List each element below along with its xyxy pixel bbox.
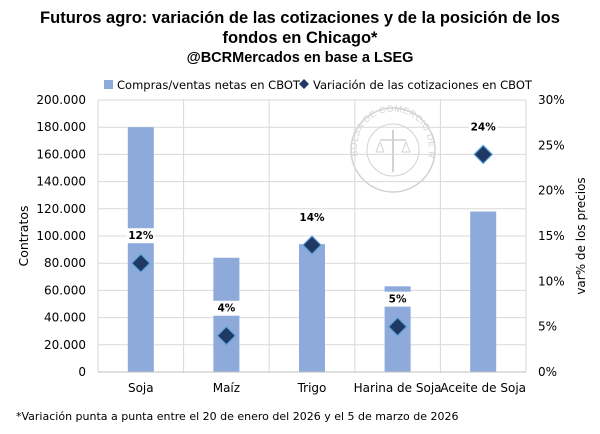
- y-tick-label: 200.000: [36, 93, 86, 107]
- data-label-bg: [212, 300, 241, 316]
- footnote: *Variación punta a punta entre el 20 de …: [16, 410, 459, 423]
- chart-title: Futuros agro: variación de las cotizacio…: [0, 8, 600, 68]
- y2-tick-label: 5%: [538, 320, 557, 334]
- marker-2: [216, 325, 237, 346]
- legend-label-markers: Variación de las cotizaciones en CBOT: [313, 78, 533, 92]
- data-label: 5%: [389, 294, 407, 306]
- marker-5: [473, 144, 494, 165]
- bar-5: [470, 211, 497, 372]
- data-label: 14%: [299, 212, 325, 224]
- data-label-bg: [383, 291, 412, 307]
- y-tick-label: 80.000: [44, 256, 86, 270]
- data-label: 24%: [471, 121, 497, 133]
- x-tick-label: Harina de Soja: [354, 381, 442, 395]
- y-tick-label: 0: [78, 365, 86, 379]
- bar-1: [127, 127, 154, 372]
- y-tick-label: 100.000: [36, 229, 86, 243]
- y2-tick-label: 30%: [538, 93, 565, 107]
- legend: Compras/ventas netas en CBOT Variación d…: [104, 78, 533, 92]
- bar-3: [299, 244, 325, 372]
- x-tick-label: Aceite de Soja: [440, 381, 526, 395]
- marker-1: [130, 253, 151, 274]
- y2-tick-label: 0%: [538, 365, 557, 379]
- marker-4: [387, 316, 408, 337]
- y-tick-label: 160.000: [36, 147, 86, 161]
- data-label-bg: [469, 119, 498, 135]
- data-label-bg: [126, 228, 155, 244]
- title-line-2: fondos en Chicago*: [222, 29, 378, 47]
- marker-3: [302, 235, 322, 255]
- x-tick-label: Soja: [128, 381, 154, 395]
- y-tick-label: 60.000: [44, 283, 86, 297]
- chart-subtitle: @BCRMercados en base a LSEG: [186, 50, 414, 66]
- y-tick-label: 180.000: [36, 120, 86, 134]
- x-tick-label: Trigo: [297, 381, 327, 395]
- y2-axis-label: var% de los precios: [574, 177, 588, 294]
- y-tick-label: 140.000: [36, 175, 86, 189]
- data-label: 12%: [128, 230, 154, 242]
- y-tick-label: 40.000: [44, 311, 86, 325]
- y2-tick-label: 25%: [538, 138, 565, 152]
- y2-tick-label: 10%: [538, 274, 565, 288]
- x-tick-label: Maíz: [213, 381, 240, 395]
- legend-label-bars: Compras/ventas netas en CBOT: [117, 78, 301, 92]
- data-label-bg: [298, 210, 326, 226]
- y-tick-label: 120.000: [36, 202, 86, 216]
- data-label: 4%: [217, 303, 235, 315]
- y2-tick-label: 15%: [538, 229, 565, 243]
- y-axis-label: Contratos: [16, 205, 31, 266]
- legend-swatch-bars: [104, 80, 113, 89]
- y2-tick-label: 20%: [538, 184, 565, 198]
- legend-swatch-markers: [299, 79, 309, 89]
- y-tick-label: 20.000: [44, 338, 86, 352]
- title-line-1: Futuros agro: variación de las cotizacio…: [40, 9, 560, 27]
